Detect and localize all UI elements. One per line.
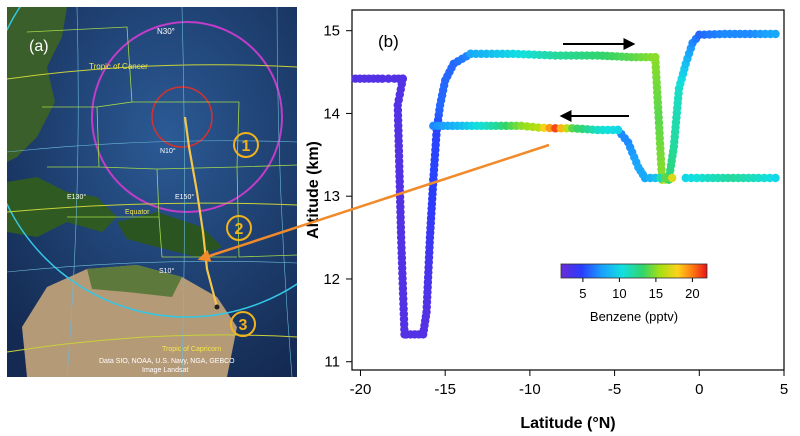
connector-arrow <box>197 143 550 262</box>
trajectory-point <box>661 173 670 183</box>
flight-track <box>183 116 219 308</box>
southeast-asia-landmass <box>7 177 117 237</box>
attribution-line-2: Image Landsat <box>142 367 188 374</box>
marker-1: 1 <box>233 132 259 158</box>
colorbar-tick-label: 10 <box>612 286 626 301</box>
trajectory-points <box>351 29 780 339</box>
svg-text:1: 1 <box>242 138 251 155</box>
x-axis-ticks: -20 -15 -10 -5 0 5 <box>350 370 788 398</box>
lon-line-e150 <box>181 7 185 377</box>
label-tropic-cancer: Tropic of Cancer <box>89 62 148 71</box>
x-tick-label: -15 <box>434 381 456 398</box>
x-tick-label: 0 <box>695 381 703 398</box>
latitude-line-tropic-capricorn <box>7 334 297 353</box>
label-s10: S10° <box>159 267 174 275</box>
australia-landmass <box>22 265 237 377</box>
colorbar-tick-label: 5 <box>579 286 586 301</box>
colorbar: 5 10 15 20 Benzene (pptv) <box>560 263 708 324</box>
label-e150: E150° <box>175 193 194 201</box>
trajectory-point <box>667 173 677 183</box>
track-end-dot <box>214 304 220 310</box>
marker-3: 3 <box>230 311 256 337</box>
trajectory-point <box>771 173 780 183</box>
y-tick-label: 11 <box>324 354 340 371</box>
latitude-line-equator <box>7 202 297 213</box>
label-tropic-capricorn: Tropic of Capricorn <box>162 346 221 353</box>
y-tick-label: 13 <box>323 188 340 205</box>
y-tick-label: 12 <box>323 271 340 288</box>
range-circle-inner <box>151 86 213 148</box>
y-tick-label: 15 <box>323 23 340 40</box>
svg-text:2: 2 <box>235 221 244 238</box>
x-axis-title: Latitude (°N) <box>520 415 615 432</box>
map-panel: (a) N30° Tropic of Cancer N10° E130° E15… <box>7 7 297 377</box>
lat-line-n10 <box>7 140 297 153</box>
lat-line-s10 <box>7 260 297 273</box>
trajectory-point <box>384 74 393 83</box>
trajectory-point <box>771 29 780 39</box>
trajectory-lines <box>355 33 776 336</box>
marker-2: 2 <box>226 215 252 241</box>
colorbar-gradient <box>560 263 708 279</box>
colorbar-tick-label: 15 <box>649 286 663 301</box>
trajectory-point <box>613 125 623 135</box>
x-tick-label: -20 <box>350 381 372 398</box>
label-n30: N30° <box>157 27 175 36</box>
latitude-line-tropic-cancer <box>7 64 297 80</box>
australia-north-green <box>87 265 182 297</box>
lon-line-e130 <box>66 7 79 377</box>
chart-panel-label: (b) <box>378 32 399 51</box>
x-tick-label: -5 <box>608 381 621 398</box>
trajectory-point <box>378 74 387 83</box>
label-n10: N10° <box>160 147 176 155</box>
x-tick-label: 5 <box>780 381 788 398</box>
y-axis-ticks: 11 12 13 14 15 <box>323 23 352 371</box>
colorbar-tick-label: 20 <box>685 286 699 301</box>
colorbar-label: Benzene (pptv) <box>590 309 678 324</box>
label-equator: Equator <box>125 209 150 216</box>
new-guinea-landmass <box>117 212 222 257</box>
y-axis-title: Altitude (km) <box>305 141 322 239</box>
range-circle-outer <box>7 7 297 318</box>
y-tick-label: 14 <box>323 105 340 122</box>
fir-boundaries <box>26 26 297 258</box>
attribution-line-1: Data SIO, NOAA, U.S. Navy, NGA, GEBCO <box>99 358 235 365</box>
colorbar-ticks: 5 10 15 20 <box>579 278 700 301</box>
svg-text:3: 3 <box>239 317 248 334</box>
label-e130: E130° <box>67 193 86 201</box>
plot-frame <box>351 9 785 371</box>
map-panel-label: (a) <box>29 38 49 55</box>
asia-landmass <box>7 7 67 162</box>
lon-line-e170 <box>276 7 293 377</box>
range-circle-mid <box>91 21 283 213</box>
x-tick-label: -10 <box>519 381 541 398</box>
